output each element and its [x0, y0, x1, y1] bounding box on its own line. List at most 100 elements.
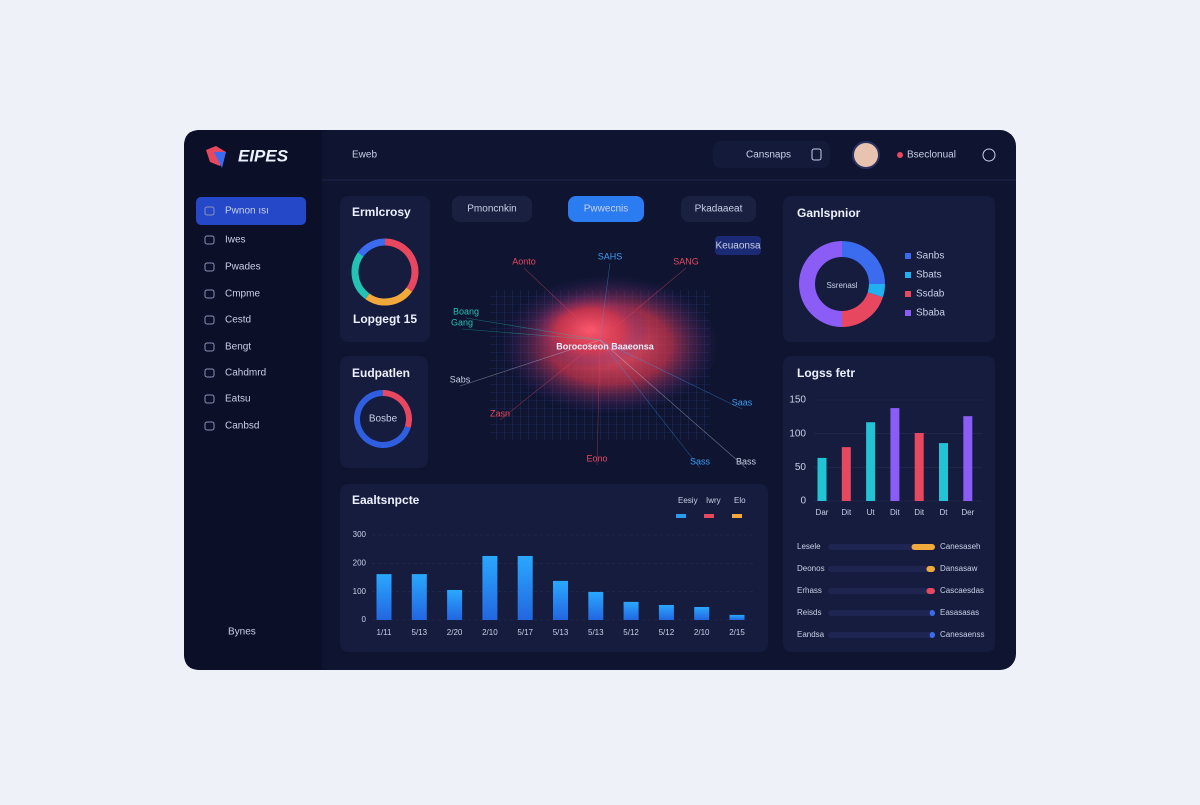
x-tick-label: 5/13 [553, 628, 569, 637]
donut-segment [382, 390, 412, 428]
card-title: Eudpatlen [352, 366, 410, 380]
bar [939, 443, 948, 501]
x-tick-label: Der [961, 508, 974, 517]
bar [963, 416, 973, 501]
avatar[interactable] [852, 141, 880, 169]
legend-swatch [732, 514, 742, 518]
nav-item[interactable]: Cestd [225, 315, 251, 326]
track [828, 610, 935, 616]
y-tick-label: 100 [353, 587, 367, 596]
map-label: Saas [732, 397, 753, 407]
map-leader [599, 339, 701, 469]
map-label: Aonto [512, 256, 536, 266]
x-tick-label: 5/17 [517, 628, 533, 637]
nav-icon[interactable] [204, 289, 215, 299]
row-label: Deonos [797, 564, 825, 573]
row-note: Canesaenss [940, 630, 984, 639]
search-text[interactable]: Cansnaps [746, 150, 791, 161]
nav-item[interactable]: Bengt [225, 342, 251, 353]
donut-segment [799, 241, 843, 327]
donut-segment [384, 238, 419, 292]
map-label: Boang [453, 306, 479, 316]
nav-item[interactable]: Pwnon ısı [225, 206, 269, 217]
map-leader [599, 339, 747, 469]
map-leader [599, 267, 687, 341]
map-label: Sass [690, 456, 711, 466]
search-box[interactable] [713, 141, 830, 168]
legend-label: Elo [734, 496, 746, 505]
x-tick-label: 5/13 [412, 628, 428, 637]
bar [447, 589, 463, 620]
card [340, 356, 428, 468]
nav-icon[interactable] [204, 421, 215, 431]
x-tick-label: 2/20 [447, 628, 463, 637]
legend-swatch [905, 253, 911, 259]
user-name[interactable]: Bseclonual [907, 150, 956, 161]
y-tick-label: 200 [353, 558, 367, 567]
tab[interactable] [568, 196, 644, 222]
legend-label: Sbaba [916, 308, 945, 319]
y-tick-label: 0 [362, 615, 367, 624]
tab-label[interactable]: Pmoncnkin [467, 204, 516, 215]
status-dot [897, 152, 903, 158]
search-icon[interactable] [811, 148, 822, 161]
heatmap [530, 292, 650, 368]
nav-icon[interactable] [204, 315, 215, 325]
x-tick-label: Ut [867, 508, 876, 517]
nav-item[interactable]: Iwes [225, 235, 246, 246]
nav-icon[interactable] [204, 342, 215, 352]
nav-icon[interactable] [204, 262, 215, 272]
donut-segment [357, 238, 386, 257]
row-note: Dansasaw [940, 564, 978, 573]
settings-icon[interactable] [982, 148, 996, 162]
map-label: Sabs [450, 374, 471, 384]
tab-label[interactable]: Pkadaaeat [695, 204, 743, 215]
y-tick-label: 300 [353, 530, 367, 539]
nav-item[interactable]: Cmpme [225, 289, 260, 300]
bar [588, 591, 604, 620]
x-tick-label: 1/11 [377, 628, 393, 637]
progress-bar [926, 566, 935, 572]
map-label: SANG [673, 256, 699, 266]
sidebar [184, 130, 322, 670]
bar [841, 447, 851, 501]
x-tick-label: Dit [841, 508, 852, 517]
x-tick-label: 2/10 [482, 628, 498, 637]
nav-icon[interactable] [204, 394, 215, 404]
y-tick-label: 0 [800, 496, 806, 507]
bar [411, 574, 427, 620]
nav-item[interactable]: Pwades [225, 262, 261, 273]
map-leader [465, 317, 601, 341]
card-title: Logss fetr [797, 366, 855, 380]
nav-item[interactable]: Cahdmrd [225, 368, 266, 379]
tab[interactable] [681, 196, 756, 222]
legend-label: Iwry [706, 496, 721, 505]
nav-active[interactable] [196, 197, 306, 225]
nav-item[interactable]: Eatsu [225, 394, 251, 405]
card-caption: Lopgegt 15 [353, 312, 417, 326]
legend-label: Ssdab [916, 289, 945, 300]
nav-icon[interactable] [204, 206, 215, 216]
sidebar-footer[interactable]: Bynes [228, 627, 256, 638]
row-label: Lesele [797, 542, 821, 551]
track [828, 632, 935, 638]
tab-label[interactable]: Pwwecnis [584, 204, 628, 215]
map-leader [599, 339, 743, 410]
x-tick-label: Dit [914, 508, 925, 517]
badge [715, 236, 761, 255]
donut-segment [365, 287, 413, 306]
nav-item[interactable]: Canbsd [225, 421, 259, 432]
donut-segment [867, 283, 885, 298]
legend-swatch [905, 291, 911, 297]
tab[interactable] [452, 196, 532, 222]
map-leader [596, 339, 601, 466]
legend-swatch [676, 514, 686, 518]
progress-bar [929, 632, 935, 638]
row-label: Eandsa [797, 630, 825, 639]
nav-icon[interactable] [204, 368, 215, 378]
bar [817, 457, 827, 501]
x-tick-label: Dit [890, 508, 901, 517]
nav-icon[interactable] [204, 235, 215, 245]
